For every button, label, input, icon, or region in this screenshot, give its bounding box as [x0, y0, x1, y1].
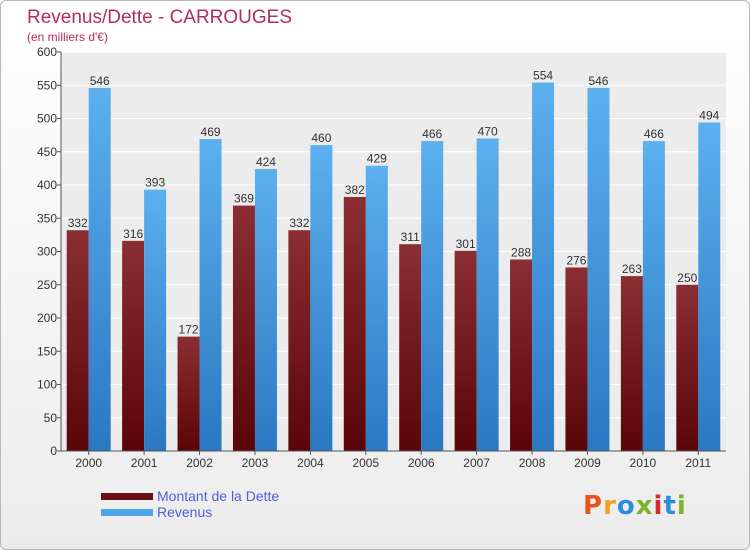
logo-letter: t: [663, 491, 677, 521]
x-tick-label: 2006: [408, 456, 435, 470]
x-tick-label: 2011: [685, 456, 711, 470]
y-tick-label: 500: [37, 112, 57, 126]
logo-letter: i: [653, 491, 664, 521]
bar-revenue: [310, 145, 333, 451]
legend: Montant de la Dette Revenus: [101, 488, 279, 520]
data-label-debt: 369: [234, 192, 254, 206]
data-label-revenue: 393: [145, 176, 165, 190]
data-label-debt: 382: [345, 183, 365, 197]
bar-debt: [620, 276, 643, 451]
data-label-revenue: 466: [644, 127, 664, 141]
bar-revenue: [532, 82, 555, 451]
y-tick-label: 250: [37, 278, 57, 292]
x-tick-label: 2007: [463, 456, 490, 470]
chart-subtitle: (en milliers d'€): [27, 30, 108, 44]
data-label-revenue: 424: [256, 155, 276, 169]
data-label-revenue: 466: [422, 127, 442, 141]
bar-debt: [399, 244, 422, 451]
data-label-revenue: 470: [478, 124, 498, 138]
bar-debt: [122, 240, 145, 451]
x-tick-label: 2002: [186, 456, 213, 470]
data-label-debt: 332: [289, 216, 309, 230]
bar-debt: [66, 230, 89, 451]
y-tick-label: 300: [37, 245, 57, 259]
data-label-revenue: 554: [533, 69, 553, 83]
y-tick-label: 50: [44, 411, 58, 425]
x-tick-label: 2000: [75, 456, 102, 470]
data-label-debt: 276: [566, 253, 586, 267]
x-tick-label: 2001: [131, 456, 158, 470]
bar-debt: [343, 196, 366, 451]
y-tick-label: 100: [37, 378, 57, 392]
bar-debt: [676, 284, 699, 451]
data-label-debt: 172: [179, 323, 199, 337]
data-label-revenue: 494: [699, 108, 719, 122]
legend-item-debt: Montant de la Dette: [101, 488, 279, 504]
x-tick-label: 2005: [352, 456, 379, 470]
y-tick-label: 150: [37, 344, 57, 358]
chart-title: Revenus/Dette - CARROUGES: [27, 7, 293, 28]
y-tick-label: 400: [37, 178, 57, 192]
x-tick-label: 2010: [630, 456, 657, 470]
logo-letter: x: [635, 491, 654, 521]
bar-revenue: [365, 165, 388, 451]
x-tick-label: 2004: [297, 456, 324, 470]
bar-debt: [232, 205, 255, 451]
bar-debt: [288, 230, 311, 451]
bar-revenue: [199, 139, 222, 452]
data-label-revenue: 460: [311, 131, 331, 145]
data-label-debt: 250: [677, 271, 697, 285]
legend-swatch-revenue: [101, 508, 153, 516]
x-tick-label: 2008: [519, 456, 546, 470]
bar-revenue: [144, 189, 167, 451]
bar-debt: [510, 259, 533, 451]
bar-revenue: [587, 87, 610, 451]
data-label-debt: 301: [456, 237, 476, 251]
legend-label-revenue: Revenus: [157, 504, 213, 520]
logo-letter: o: [616, 491, 636, 521]
data-label-debt: 288: [511, 245, 531, 259]
data-label-debt: 263: [622, 262, 642, 276]
data-label-debt: 311: [401, 230, 420, 244]
data-label-revenue: 546: [588, 74, 608, 88]
bar-revenue: [88, 87, 111, 451]
y-tick-label: 550: [37, 78, 57, 92]
y-tick-label: 600: [37, 45, 57, 59]
logo-letter: i: [676, 491, 687, 521]
legend-label-debt: Montant de la Dette: [157, 488, 280, 504]
data-label-debt: 332: [68, 216, 88, 230]
bar-revenue: [254, 169, 277, 452]
y-tick-label: 0: [50, 444, 57, 458]
data-label-revenue: 429: [367, 152, 387, 166]
bar-revenue: [698, 122, 721, 452]
logo-letter: r: [603, 491, 617, 521]
data-label-debt: 316: [123, 227, 143, 241]
x-tick-label: 2003: [242, 456, 269, 470]
bar-debt: [454, 250, 477, 451]
bar-debt: [565, 267, 588, 451]
legend-swatch-debt: [101, 492, 153, 500]
x-tick-label: 2009: [574, 456, 601, 470]
y-tick-label: 200: [37, 311, 57, 325]
y-tick-label: 450: [37, 145, 57, 159]
legend-item-revenue: Revenus: [101, 504, 279, 520]
data-label-revenue: 546: [90, 74, 110, 88]
bar-revenue: [642, 141, 665, 452]
data-label-revenue: 469: [201, 125, 221, 139]
proxiti-logo: Proxiti: [583, 491, 687, 521]
bar-revenue: [421, 141, 444, 452]
bar-debt: [177, 336, 200, 451]
logo-letter: P: [583, 491, 604, 521]
y-tick-label: 350: [37, 211, 57, 225]
bar-revenue: [476, 138, 499, 451]
